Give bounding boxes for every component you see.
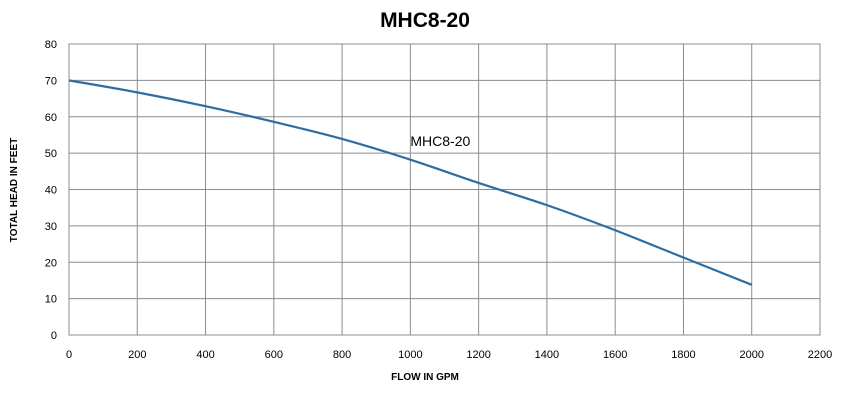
y-tick-label: 0 (51, 330, 57, 342)
x-tick-label: 1800 (671, 349, 695, 361)
x-tick-label: 1400 (535, 349, 559, 361)
x-tick-label: 1000 (398, 349, 422, 361)
x-tick-label: 0 (66, 349, 72, 361)
y-tick-label: 20 (45, 257, 57, 269)
y-tick-label: 40 (45, 185, 57, 197)
plot-area-border (68, 43, 821, 336)
series-line-0 (68, 79, 753, 286)
y-tick-label: 10 (45, 294, 57, 306)
annotations: MHC8-20 (410, 133, 470, 149)
y-tick-label: 60 (45, 112, 57, 124)
x-tick-label: 1200 (466, 349, 490, 361)
x-tick-label: 400 (196, 349, 214, 361)
series-annotation: MHC8-20 (410, 133, 470, 149)
y-tick-label: 80 (45, 39, 57, 51)
grid (68, 43, 821, 336)
x-tick-label: 2000 (739, 349, 763, 361)
x-tick-label: 1600 (603, 349, 627, 361)
y-axis-ticks: 0 10 20 30 40 50 60 70 80 (45, 39, 57, 342)
x-tick-label: 600 (265, 349, 283, 361)
x-tick-label: 800 (333, 349, 351, 361)
series-group (68, 79, 753, 286)
y-axis-label: TOTAL HEAD IN FEET (9, 138, 20, 242)
y-tick-label: 30 (45, 221, 57, 233)
x-tick-label: 200 (128, 349, 146, 361)
x-tick-label: 2200 (808, 349, 832, 361)
y-tick-label: 50 (45, 148, 57, 160)
chart-title: MHC8-20 (380, 9, 470, 32)
x-axis-ticks: 0 200 400 600 800 1000 1200 1400 1600 1800 2000 220… (66, 349, 832, 361)
y-tick-label: 70 (45, 75, 57, 87)
x-axis-label: FLOW IN GPM (391, 372, 459, 383)
